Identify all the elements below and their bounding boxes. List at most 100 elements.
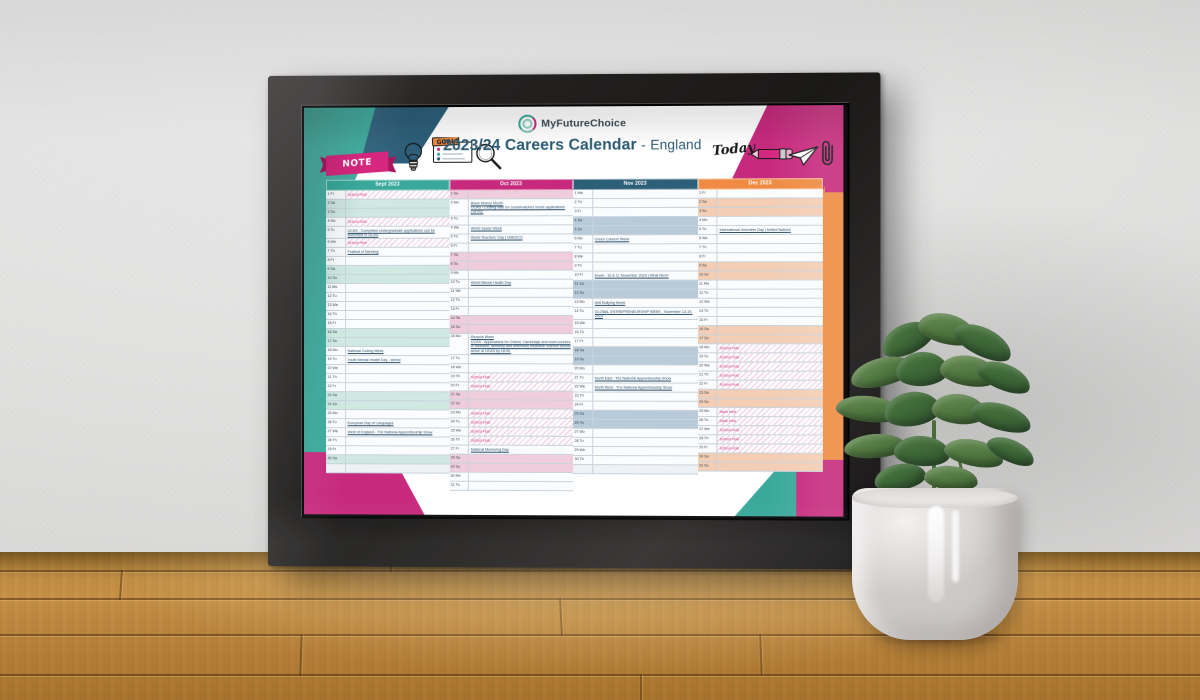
calendar-day-row[interactable]: 19 Th School Hols <box>449 373 573 383</box>
school-holiday-cell[interactable]: School Hols <box>717 380 823 389</box>
calendar-day-row[interactable]: 13 Fr <box>449 306 573 316</box>
calendar-day-row[interactable]: 14 Sa <box>449 315 573 325</box>
calendar-day-row[interactable]: 2 Sa <box>326 199 450 209</box>
event-cell[interactable]: Event - 10 & 11 November 2023 | What Nex… <box>594 273 669 278</box>
calendar-day-row[interactable]: 2 Th <box>572 198 698 209</box>
calendar-day-row[interactable]: 19 Su <box>572 356 698 366</box>
calendar-day-row[interactable]: 14 Th <box>697 307 823 317</box>
calendar-day-row[interactable]: 17 Su <box>697 335 823 345</box>
school-holiday-cell[interactable]: School Hols <box>717 426 823 435</box>
school-holiday-cell[interactable]: School Hols <box>468 382 573 391</box>
calendar-day-row[interactable]: 12 Tu <box>326 293 450 303</box>
calendar-day-row[interactable]: 27 We West of England - The National Appr… <box>326 428 450 438</box>
calendar-day-row[interactable]: 16 Th <box>572 329 698 339</box>
calendar-day-row[interactable]: 5 Tu International Volunteer Day | United… <box>697 225 823 236</box>
event-cell[interactable]: Anti Bullying Week <box>594 300 626 305</box>
calendar-day-row[interactable]: 13 We <box>697 298 823 308</box>
calendar-day-row[interactable]: 30 Sa <box>326 455 450 466</box>
calendar-day-row[interactable]: 30 Sa <box>697 453 823 463</box>
calendar-day-row[interactable]: 23 Sa <box>697 389 823 400</box>
calendar-day-row[interactable] <box>572 465 698 476</box>
calendar-day-row[interactable]: 5 Th World Teachers' Day | UNESCO <box>449 234 573 244</box>
calendar-day-row[interactable]: 27 Mo <box>572 429 698 439</box>
calendar-day-row[interactable]: 1 Su <box>449 190 573 200</box>
calendar-day-row[interactable]: 22 Fr School Hols <box>697 380 823 390</box>
calendar-day-row[interactable]: 16 Sa <box>326 329 450 339</box>
calendar-day-row[interactable]: 11 Mo <box>697 280 823 290</box>
calendar-day-row[interactable]: 19 Tu Youth Mental Health Day - stemd <box>326 356 450 366</box>
calendar-day-row[interactable]: 9 Mo <box>449 270 573 280</box>
calendar-day-row[interactable]: 10 Su <box>697 271 823 281</box>
school-holiday-cell[interactable]: Bank Hols <box>717 417 823 426</box>
calendar-day-row[interactable]: 6 We <box>697 234 823 245</box>
calendar-day-row[interactable]: 14 Th <box>326 311 450 321</box>
event-cell[interactable]: UCAS - Completed undergraduate applicati… <box>347 228 435 237</box>
calendar-day-row[interactable]: 8 We <box>572 253 698 263</box>
calendar-day-row[interactable]: 26 Th School Hols <box>449 436 573 447</box>
calendar-day-row[interactable]: 15 Fr <box>326 320 450 330</box>
event-cell[interactable]: West of England - The National Apprentic… <box>347 430 433 435</box>
calendar-day-row[interactable]: 29 We <box>572 447 698 457</box>
calendar-day-row[interactable]: 28 Tu <box>572 438 698 448</box>
event-cell[interactable]: North West - The National Apprenticeship… <box>594 385 673 390</box>
calendar-day-row[interactable]: 10 Tu World Mental Health Day <box>449 279 573 289</box>
calendar-day-row[interactable]: 18 Mo National Coding Week <box>326 347 450 357</box>
calendar-day-row[interactable]: 31 Su <box>697 462 823 472</box>
calendar-day-row[interactable]: 1 Fr School Hols <box>326 190 450 200</box>
calendar-day-row[interactable]: 22 Su <box>449 400 573 411</box>
calendar-day-row[interactable]: 16 Mo Recycle Week UCAS - Applications for… <box>449 334 573 356</box>
calendar-day-row[interactable]: 5 Tu UCAS - Completed undergraduate appli… <box>326 226 450 240</box>
calendar-day-row[interactable]: 13 We <box>326 302 450 312</box>
calendar-day-row[interactable]: 28 Th School Hols <box>697 435 823 445</box>
calendar-day-row[interactable]: 14 Tu GLOBAL ENTREPRENEURSHIP WEEK - Nove… <box>572 307 698 321</box>
event-cell[interactable]: National Mentoring Day <box>470 447 509 452</box>
calendar-day-row[interactable]: 2 Mo Black History Month UCAS - Closing da… <box>449 199 573 217</box>
calendar-day-row[interactable]: 4 Mo <box>697 216 823 227</box>
calendar-day-row[interactable]: 27 Fr National Mentoring Day <box>449 445 573 456</box>
calendar-day-row[interactable]: 3 Su <box>326 208 450 218</box>
calendar-day-row[interactable]: 12 Su <box>572 289 698 299</box>
calendar-day-row[interactable]: 24 Fr <box>572 402 698 412</box>
calendar-day-row[interactable]: 15 We <box>572 320 698 330</box>
school-holiday-cell[interactable]: Bank Hols <box>717 407 823 417</box>
calendar-day-row[interactable]: 21 Sa <box>449 391 573 401</box>
calendar-day-row[interactable]: 9 Sa <box>697 262 823 272</box>
calendar-day-row[interactable]: 15 Su <box>449 324 573 335</box>
calendar-day-row[interactable]: 23 Mo School Hols <box>449 409 573 420</box>
calendar-day-row[interactable]: 25 Mo Bank Hols <box>697 407 823 418</box>
school-holiday-cell[interactable]: School Hols <box>717 353 823 362</box>
calendar-day-row[interactable]: 20 Fr School Hols <box>449 382 573 392</box>
event-cell[interactable]: Black History Month UCAS - Closing date f… <box>470 200 565 214</box>
school-holiday-cell[interactable]: School Hols <box>468 409 573 419</box>
calendar-day-row[interactable]: 6 Mo Green Careers Week <box>572 235 698 245</box>
calendar-day-row[interactable]: 31 Tu <box>449 482 573 492</box>
calendar-day-row[interactable]: 18 We <box>449 364 573 374</box>
calendar-day-row[interactable]: 27 We School Hols <box>697 426 823 436</box>
calendar-day-row[interactable]: 19 Tu School Hols <box>697 353 823 363</box>
calendar-day-row[interactable]: 30 Mo <box>449 473 573 483</box>
school-holiday-cell[interactable]: School Hols <box>345 217 450 226</box>
event-cell[interactable]: Festival of Nenning <box>347 249 379 254</box>
calendar-day-row[interactable]: 30 Th <box>572 456 698 466</box>
picture-frame[interactable]: NOTE GOALS <box>268 72 881 570</box>
calendar-day-row[interactable]: 9 Sa <box>326 266 450 276</box>
calendar-day-row[interactable]: 11 Mo <box>326 284 450 294</box>
calendar-day-row[interactable]: 29 Su <box>449 464 573 474</box>
event-cell[interactable]: World Space Week <box>470 226 502 232</box>
calendar-day-row[interactable]: 26 Tu European Day of Languages <box>326 419 450 429</box>
school-holiday-cell[interactable]: School Hols <box>717 444 823 453</box>
calendar-day-row[interactable]: 15 Fr <box>697 316 823 327</box>
school-holiday-cell[interactable]: School Hols <box>345 190 450 199</box>
calendar-day-row[interactable]: 28 Sa <box>449 454 573 465</box>
calendar-day-row[interactable]: 29 Fr School Hols <box>697 444 823 454</box>
school-holiday-cell[interactable]: School Hols <box>345 239 450 248</box>
calendar-day-row[interactable]: 20 Mo <box>572 365 698 376</box>
calendar-day-row[interactable]: 4 Mo School Hols <box>326 217 450 227</box>
calendar-day-row[interactable]: 22 We North West - The National Apprentic… <box>572 383 698 394</box>
event-cell[interactable]: Youth Mental Health Day - stemd <box>347 358 401 363</box>
calendar-day-row[interactable]: 4 Sa <box>572 216 698 227</box>
school-holiday-cell[interactable]: School Hols <box>468 373 573 382</box>
calendar-grid[interactable]: Sept 2023 1 Fr School Hols 2 Sa 3 Su 4 Mo Scho… <box>326 178 823 493</box>
calendar-day-row[interactable]: 8 Fr <box>326 257 450 267</box>
calendar-day-row[interactable]: 3 Tu <box>449 216 573 226</box>
